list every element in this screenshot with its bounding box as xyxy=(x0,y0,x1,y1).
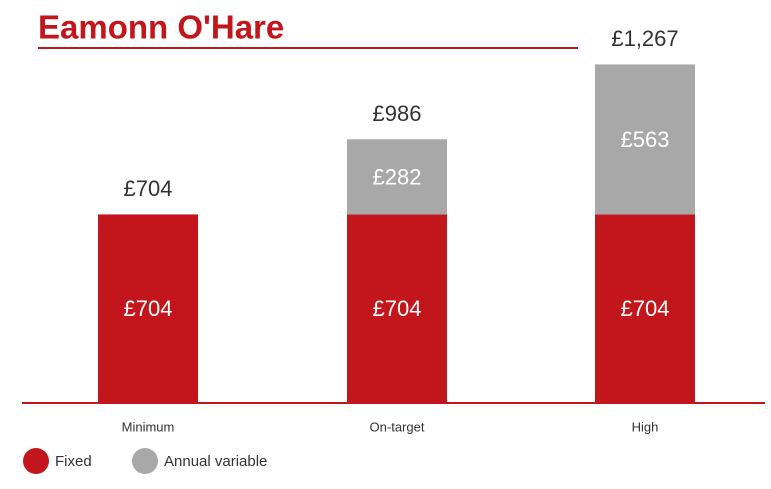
legend-swatch xyxy=(23,448,49,474)
bar-segment xyxy=(595,214,695,402)
total-label: £1,267 xyxy=(611,26,678,51)
bar-segment xyxy=(347,139,447,215)
bar-segment xyxy=(347,214,447,402)
value-label: £704 xyxy=(621,296,670,321)
value-label: £282 xyxy=(373,165,422,190)
x-tick-label: High xyxy=(632,419,659,434)
value-label: £563 xyxy=(621,127,670,152)
x-tick-label: On-target xyxy=(370,419,425,434)
bar-segment xyxy=(595,64,695,215)
total-label: £986 xyxy=(373,101,422,126)
legend-label: Annual variable xyxy=(164,453,267,470)
total-label: £704 xyxy=(124,176,173,201)
legend-label: Fixed xyxy=(55,453,92,470)
chart-title: Eamonn O'Hare xyxy=(38,9,284,46)
value-label: £704 xyxy=(373,296,422,321)
x-tick-label: Minimum xyxy=(122,419,175,434)
bar-segment xyxy=(98,214,198,402)
value-label: £704 xyxy=(124,296,173,321)
legend-swatch xyxy=(132,448,158,474)
